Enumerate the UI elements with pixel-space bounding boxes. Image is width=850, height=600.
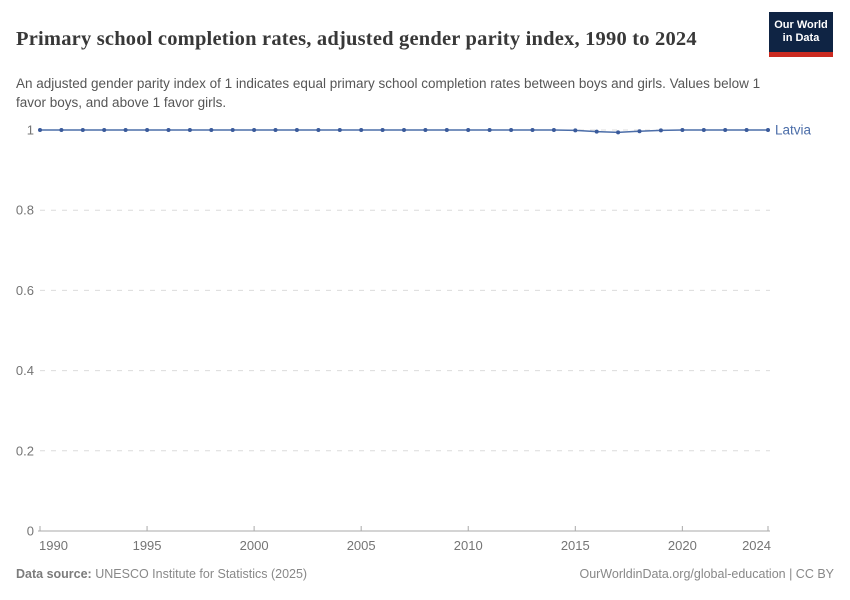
data-point[interactable] <box>423 128 428 132</box>
data-point[interactable] <box>551 128 556 132</box>
data-point[interactable] <box>466 128 471 132</box>
data-point[interactable] <box>680 128 685 132</box>
data-point[interactable] <box>294 128 299 132</box>
x-tick-label: 2000 <box>240 538 269 553</box>
data-point[interactable] <box>230 128 235 132</box>
data-source: Data source: UNESCO Institute for Statis… <box>16 567 307 581</box>
data-point[interactable] <box>359 128 364 132</box>
entity-label[interactable]: Latvia <box>775 123 812 138</box>
data-point[interactable] <box>658 128 663 133</box>
data-point[interactable] <box>701 128 706 132</box>
data-point[interactable] <box>530 128 535 132</box>
data-point[interactable] <box>38 128 42 132</box>
x-tick-label: 2005 <box>347 538 376 553</box>
data-point[interactable] <box>573 128 578 133</box>
data-point[interactable] <box>487 128 492 132</box>
data-point[interactable] <box>252 128 257 132</box>
data-point[interactable] <box>744 128 749 132</box>
data-point[interactable] <box>145 128 150 132</box>
data-point[interactable] <box>637 129 642 134</box>
data-point[interactable] <box>123 128 128 132</box>
page-title: Primary school completion rates, adjuste… <box>16 27 697 50</box>
y-tick-label: 0.2 <box>16 443 34 458</box>
data-point[interactable] <box>616 130 621 135</box>
data-point[interactable] <box>337 128 342 132</box>
data-point[interactable] <box>766 128 770 132</box>
y-tick-label: 0 <box>27 524 34 539</box>
owid-logo-line2: in Data <box>782 32 820 44</box>
data-point[interactable] <box>723 128 728 132</box>
data-point[interactable] <box>316 128 321 132</box>
x-tick-label: 1990 <box>39 538 68 553</box>
chart-footer: Data source: UNESCO Institute for Statis… <box>16 567 834 581</box>
data-source-label: Data source: <box>16 567 92 581</box>
data-point[interactable] <box>444 128 449 132</box>
x-tick-label: 1995 <box>133 538 162 553</box>
data-point[interactable] <box>187 128 192 132</box>
chart-subtitle: An adjusted gender parity index of 1 ind… <box>16 76 761 110</box>
data-source-value: UNESCO Institute for Statistics (2025) <box>95 567 308 581</box>
data-point[interactable] <box>594 129 599 134</box>
y-tick-label: 0.6 <box>16 283 34 298</box>
data-point[interactable] <box>102 128 107 132</box>
x-tick-label: 2024 <box>742 538 771 553</box>
y-tick-label: 1 <box>27 123 34 138</box>
y-tick-label: 0.8 <box>16 203 34 218</box>
data-point[interactable] <box>380 128 385 132</box>
data-point[interactable] <box>59 128 64 132</box>
data-point[interactable] <box>273 128 278 132</box>
x-tick-label: 2020 <box>668 538 697 553</box>
data-point[interactable] <box>80 128 85 132</box>
data-point[interactable] <box>509 128 514 132</box>
owid-logo-line1: Our World <box>774 19 828 31</box>
y-tick-label: 0.4 <box>16 363 34 378</box>
data-point[interactable] <box>209 128 214 132</box>
x-tick-label: 2010 <box>454 538 483 553</box>
data-point[interactable] <box>166 128 171 132</box>
x-tick-label: 2015 <box>561 538 590 553</box>
owid-logo[interactable]: Our World in Data <box>769 12 833 57</box>
owid-link[interactable]: OurWorldinData.org/global-education | CC… <box>579 567 834 581</box>
data-point[interactable] <box>402 128 406 132</box>
